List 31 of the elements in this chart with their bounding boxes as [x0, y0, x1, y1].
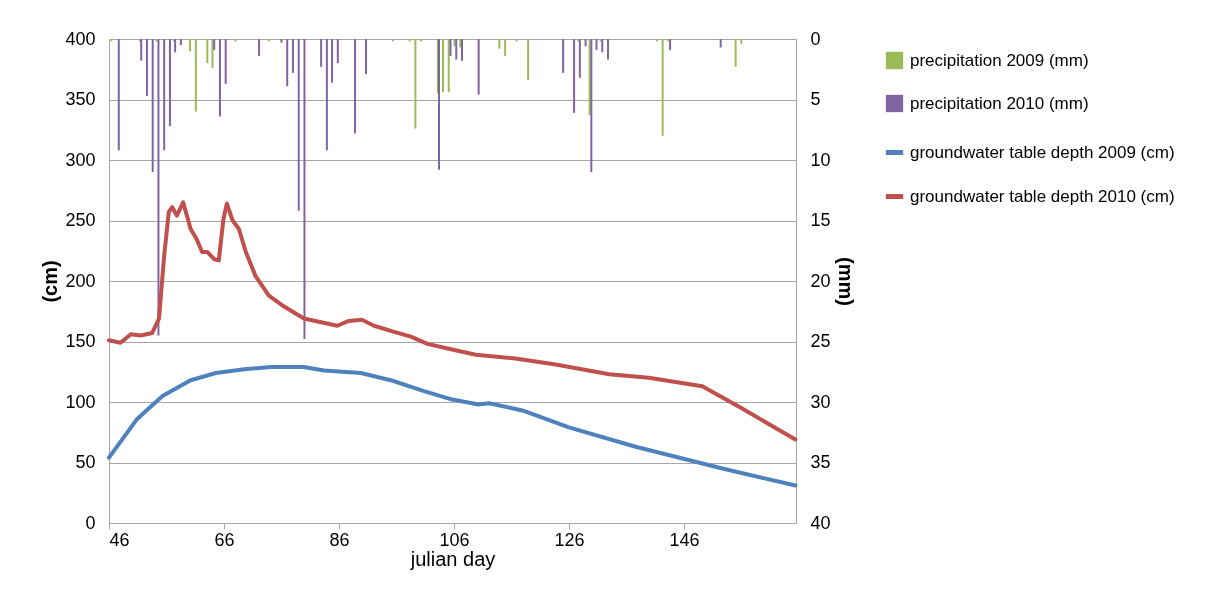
legend-label: groundwater table depth 2010 (cm)	[910, 186, 1175, 206]
y2-axis-title: (mm)	[834, 257, 857, 306]
x-tick-label: 146	[669, 529, 700, 550]
y-tick-label: 350	[65, 89, 96, 109]
y-axis-title: (cm)	[39, 260, 62, 303]
y2-tick-label: 25	[810, 331, 831, 351]
y2-tick-label: 10	[810, 149, 831, 170]
y-tick-label: 200	[65, 270, 96, 291]
x-tick-label: 46	[109, 529, 130, 550]
y-tick-label: 150	[65, 331, 96, 351]
x-tick-label: 66	[214, 529, 235, 550]
x-tick-label: 106	[439, 529, 470, 550]
legend-label: precipitation 2009 (mm)	[910, 50, 1089, 70]
y-tick-label: 300	[65, 149, 96, 170]
y2-tick-label: 20	[810, 270, 831, 291]
y-tick-label: 0	[85, 512, 96, 533]
y2-tick-label: 0	[810, 28, 821, 49]
y-tick-label: 50	[75, 452, 96, 472]
y-tick-label: 400	[65, 28, 96, 49]
y2-tick-label: 30	[810, 391, 831, 412]
y2-tick-label: 15	[810, 210, 831, 230]
x-tick-label: 86	[329, 529, 350, 550]
y2-tick-label: 40	[810, 512, 831, 533]
legend-label: groundwater table depth 2009 (cm)	[910, 142, 1175, 162]
y-tick-label: 250	[65, 210, 96, 230]
y2-tick-label: 35	[810, 452, 831, 472]
y-tick-label: 100	[65, 391, 96, 412]
y2-tick-label: 5	[810, 89, 821, 109]
x-axis-title: julian day	[409, 547, 496, 570]
legend-label: precipitation 2010 (mm)	[910, 93, 1089, 113]
x-tick-label: 126	[554, 529, 585, 550]
